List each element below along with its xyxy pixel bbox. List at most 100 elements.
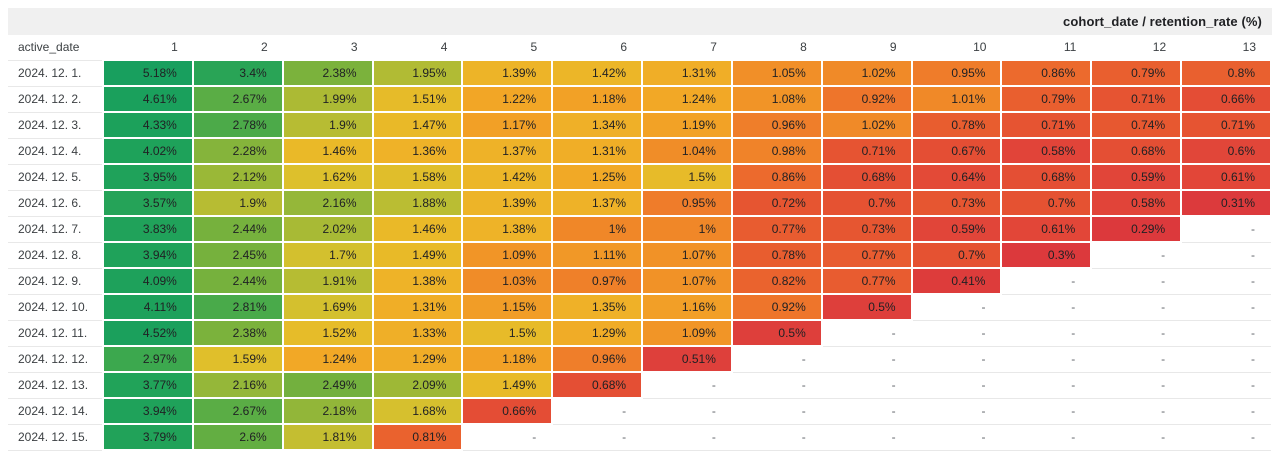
cell-retention-value: 1.35% [551,293,644,321]
cell-retention-value: 0.82% [730,267,823,295]
cell-retention-value: 1.5% [461,319,554,347]
cell-retention-value: 0.7% [1000,189,1093,217]
cell-retention-value: 1.49% [461,371,554,399]
table-row: 2024. 12. 5. 3.95% 2.12% 1.62% 1.58% 1.42% 1.2… [8,163,1272,191]
table-row: 2024. 12. 10. 4.11% 2.81% 1.69% 1.31% 1.15% 1.… [8,293,1271,321]
cell-missing: - [552,398,643,425]
row-label-date: 2024. 12. 2. [8,86,104,113]
cell-retention-value: 2.78% [191,111,284,139]
cell-retention-value: 1.18% [551,85,644,113]
row-label-date: 2024. 12. 14. [8,398,104,425]
cell-retention-value: 0.68% [1090,137,1183,165]
cell-retention-value: 0.92% [820,85,913,113]
cell-retention-value: 1.16% [641,293,733,321]
cell-retention-value: 0.96% [730,111,823,139]
cell-retention-value: 1.09% [461,241,554,269]
cell-missing: - [1001,372,1092,399]
row-label-date: 2024. 12. 9. [8,268,104,295]
cell-missing: - [1091,424,1182,451]
row-label-date: 2024. 12. 11. [8,320,104,347]
cell-retention-value: 0.59% [910,215,1003,243]
cell-retention-value: 0.71% [1090,85,1183,113]
cell-retention-value: 0.77% [820,241,913,269]
cell-missing: - [821,372,912,399]
cell-retention-value: 3.83% [102,215,194,243]
cell-retention-value: 0.79% [1090,59,1183,87]
cell-retention-value: 3.94% [102,397,194,425]
cell-retention-value: 0.58% [1090,189,1183,217]
cell-retention-value: 2.28% [191,137,284,165]
cell-retention-value: 0.77% [730,215,823,243]
cell-missing: - [1001,268,1092,295]
cell-retention-value: 0.41% [910,267,1003,295]
cell-retention-value: 1.58% [371,163,464,191]
cell-missing: - [1001,320,1092,347]
cell-retention-value: 0.59% [1090,163,1183,191]
cell-retention-value: 1% [551,215,644,243]
cell-retention-value: 1.42% [551,59,644,87]
cell-retention-value: 1.38% [461,215,554,243]
cell-retention-value: 1.18% [461,345,554,373]
cell-retention-value: 1.9% [191,189,284,217]
cell-retention-value: 1.37% [461,137,554,165]
cell-missing: - [1091,398,1182,425]
column-header-cohort: 10 [911,35,1002,61]
row-label-date: 2024. 12. 1. [8,60,104,87]
row-label-date: 2024. 12. 6. [8,190,104,217]
cell-retention-value: 0.61% [1180,163,1272,191]
cell-retention-value: 0.68% [820,163,913,191]
cell-retention-value: 0.78% [910,111,1003,139]
cell-retention-value: 0.96% [551,345,644,373]
cell-retention-value: 2.16% [191,371,284,399]
cell-retention-value: 1.09% [641,319,733,347]
cell-retention-value: 1.88% [371,189,464,217]
cell-retention-value: 0.3% [1000,241,1093,269]
cell-retention-value: 2.09% [371,371,464,399]
table-row: 2024. 12. 14. 3.94% 2.67% 2.18% 1.68% 0.66% - -… [8,397,1271,425]
cell-retention-value: 1.29% [551,319,644,347]
cell-missing: - [1181,372,1271,399]
cell-retention-value: 2.44% [191,267,284,295]
cell-retention-value: 1.25% [551,163,644,191]
cell-missing: - [911,398,1002,425]
table-header-bar: cohort_date / retention_rate (%) [8,8,1272,35]
cell-retention-value: 1.91% [281,267,374,295]
cell-retention-value: 2.16% [281,189,374,217]
cell-retention-value: 0.7% [820,189,913,217]
cell-missing: - [1091,294,1182,321]
cell-retention-value: 2.02% [281,215,374,243]
cell-retention-value: 0.58% [1000,137,1093,165]
cell-missing: - [1181,216,1271,243]
cell-missing: - [911,294,1002,321]
cell-missing: - [642,398,732,425]
cell-retention-value: 3.77% [102,371,194,399]
cell-missing: - [731,424,822,451]
cell-retention-value: 0.86% [730,163,823,191]
cell-retention-value: 0.61% [1000,215,1093,243]
column-header-cohort: 6 [552,35,643,61]
cell-missing: - [1091,346,1182,373]
cell-retention-value: 1.24% [641,85,733,113]
cell-missing: - [821,346,912,373]
cell-retention-value: 1.03% [461,267,554,295]
cell-retention-value: 0.68% [551,371,644,399]
column-header-cohort: 8 [731,35,822,61]
cell-missing: - [1091,320,1182,347]
cell-missing: - [731,346,822,373]
cell-retention-value: 1% [641,215,733,243]
cell-retention-value: 0.73% [910,189,1003,217]
cell-retention-value: 0.66% [461,397,554,425]
row-label-date: 2024. 12. 7. [8,216,104,243]
table-row: 2024. 12. 15. 3.79% 2.6% 1.81% 0.81% - - - - - - - -… [8,423,1271,451]
cell-missing: - [1181,424,1271,451]
cell-retention-value: 3.79% [102,423,194,451]
table-row: 2024. 12. 12. 2.97% 1.59% 1.24% 1.29% 1.18% 0.… [8,345,1271,373]
table-row: 2024. 12. 2. 4.61% 2.67% 1.99% 1.51% 1.22% 1.1… [8,85,1272,113]
cell-missing: - [911,320,1002,347]
cell-retention-value: 0.67% [910,137,1003,165]
cell-retention-value: 0.73% [820,215,913,243]
cell-retention-value: 4.61% [102,85,194,113]
cell-missing: - [731,398,822,425]
cell-retention-value: 0.8% [1180,59,1272,87]
